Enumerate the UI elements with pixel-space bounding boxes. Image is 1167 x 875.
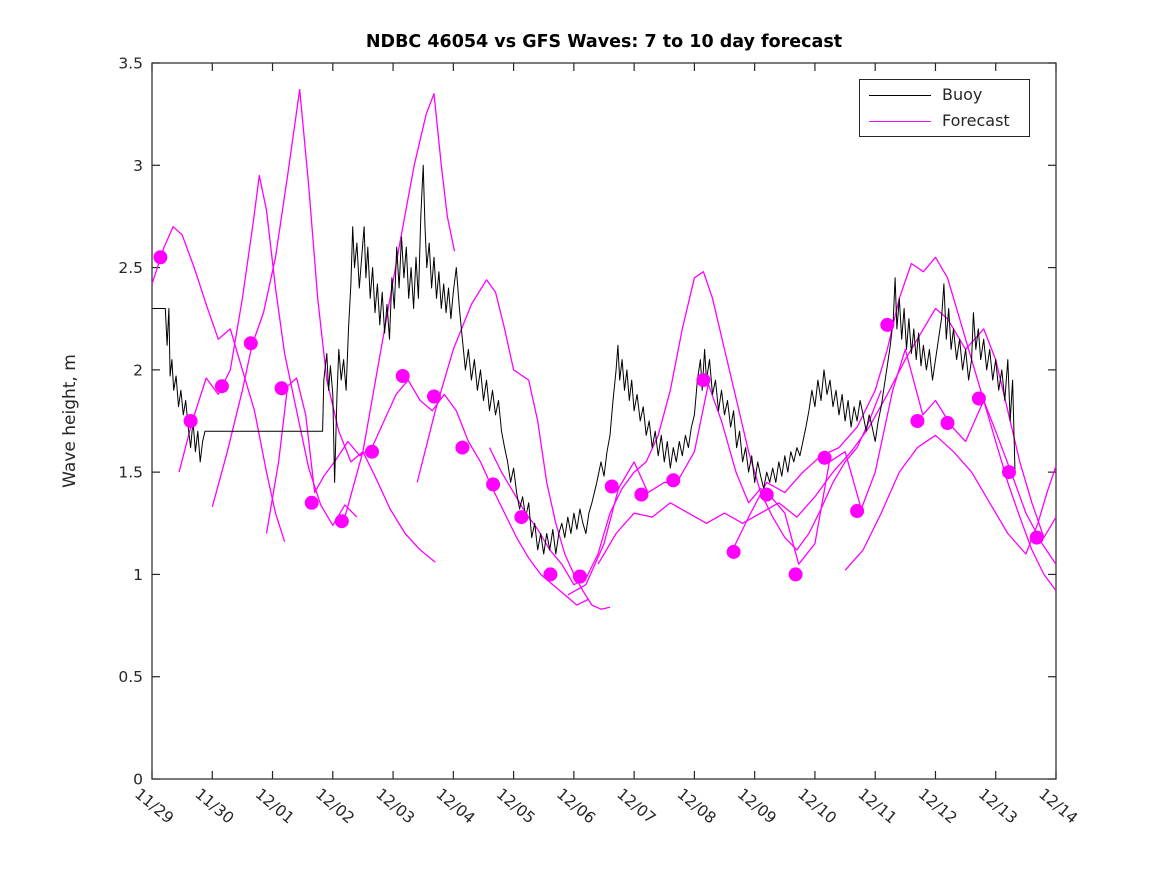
forecast-marker <box>940 416 955 430</box>
forecast-marker <box>634 487 649 502</box>
forecast-marker <box>759 487 774 502</box>
forecast-line <box>488 271 882 586</box>
forecast-marker <box>850 504 865 518</box>
forecast-marker <box>1029 530 1044 545</box>
buoy-line-sample <box>869 94 931 96</box>
x-tick-label: 12/12 <box>915 785 961 828</box>
forecast-marker <box>427 389 441 404</box>
forecast-marker <box>274 381 289 396</box>
x-tick-label: 12/07 <box>613 785 659 828</box>
forecast-marker <box>572 569 587 584</box>
x-tick-label: 12/04 <box>433 785 479 828</box>
y-tick-label: 0.5 <box>118 668 143 686</box>
forecast-line <box>844 434 1057 571</box>
forecast-marker <box>395 369 410 383</box>
x-tick-label: 12/01 <box>252 785 298 828</box>
y-tick-label: 1 <box>133 566 143 584</box>
y-tick-label: 1.5 <box>118 464 143 482</box>
x-tick-label: 12/11 <box>854 785 900 828</box>
x-tick-label: 12/05 <box>493 785 539 828</box>
forecast-marker <box>788 567 803 582</box>
legend-label-forecast: Forecast <box>942 111 1010 130</box>
forecast-line <box>597 307 1057 565</box>
legend-entry-forecast: Forecast <box>869 111 1029 131</box>
forecast-marker <box>666 473 681 488</box>
x-tick-label: 12/03 <box>372 785 418 828</box>
forecast-marker <box>365 444 379 459</box>
forecast-line-sample <box>869 120 931 122</box>
forecast-marker <box>910 414 925 428</box>
y-tick-label: 0 <box>133 771 143 789</box>
forecast-line <box>211 88 436 563</box>
forecast-line <box>730 256 1057 592</box>
forecast-line <box>344 93 456 518</box>
forecast-line <box>567 348 1057 596</box>
x-tick-label: 12/09 <box>734 785 780 828</box>
forecast-marker <box>726 544 741 559</box>
y-tick-label: 3.5 <box>118 55 143 73</box>
forecast-marker <box>153 250 168 265</box>
buoy-line <box>152 164 1016 555</box>
forecast-marker <box>696 373 711 388</box>
forecast-marker <box>304 495 319 510</box>
legend: Buoy Forecast <box>859 79 1030 137</box>
y-tick-label: 3 <box>133 157 143 175</box>
forecast-line <box>265 377 590 606</box>
forecast-marker <box>604 479 619 494</box>
axes-box <box>151 62 1057 780</box>
forecast-marker <box>880 317 895 332</box>
forecast-marker <box>543 567 558 582</box>
legend-entry-buoy: Buoy <box>869 85 1029 105</box>
forecast-marker <box>514 510 529 525</box>
y-tick-label: 2 <box>133 361 143 379</box>
forecast-marker <box>1002 465 1016 480</box>
forecast-marker <box>971 391 986 406</box>
x-tick-label: 12/08 <box>674 785 720 828</box>
forecast-marker <box>455 440 470 455</box>
forecast-marker <box>183 414 198 428</box>
forecast-marker <box>486 477 501 492</box>
x-tick-label: 11/29 <box>131 785 177 828</box>
y-tick-label: 2.5 <box>118 259 143 277</box>
x-tick-label: 12/06 <box>553 785 599 828</box>
forecast-line <box>178 174 358 526</box>
forecast-line <box>416 279 611 610</box>
x-tick-label: 12/13 <box>975 785 1021 828</box>
legend-label-buoy: Buoy <box>942 85 983 104</box>
x-tick-label: 12/10 <box>794 785 840 828</box>
forecast-line <box>151 226 286 542</box>
forecast-marker <box>214 379 229 394</box>
x-tick-label: 12/02 <box>312 785 358 828</box>
forecast-marker <box>243 336 258 351</box>
chart-title: NDBC 46054 vs GFS Waves: 7 to 10 day for… <box>365 32 843 52</box>
forecast-marker <box>334 514 349 529</box>
x-tick-label: 11/30 <box>191 785 237 828</box>
x-tick-label: 12/14 <box>1035 785 1081 828</box>
forecast-marker <box>817 450 832 465</box>
